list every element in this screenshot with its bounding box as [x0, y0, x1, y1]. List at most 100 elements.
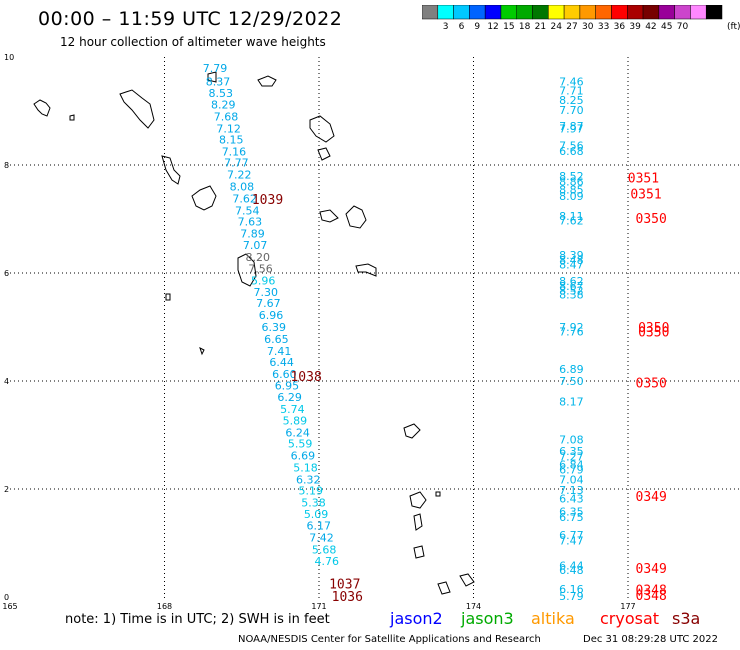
swh-value: 8.67 [559, 280, 584, 293]
swh-value: 6.75 [559, 511, 584, 524]
swh-value: 7.87 [559, 120, 584, 133]
swh-value: 6.35 [559, 506, 584, 519]
pass-time: 0350 [636, 212, 667, 227]
swh-value: 7.41 [267, 345, 292, 358]
legend-tick-label: 30 [582, 22, 594, 32]
swh-value: 5.38 [301, 497, 326, 510]
legend-tick-label: 12 [487, 22, 499, 32]
pass-time: 1038 [290, 370, 321, 385]
legend-tick-label: 21 [534, 22, 547, 32]
swh-value: 6.39 [261, 321, 286, 334]
mission-altika: altika [531, 609, 575, 628]
swh-value: 8.09 [559, 190, 584, 203]
swh-value: 8.15 [219, 134, 244, 147]
swh-value: 8.52 [559, 170, 584, 183]
swh-value: 8.85 [559, 183, 584, 196]
swh-value: 8.20 [246, 251, 271, 264]
pass-time: 0351 [628, 172, 659, 187]
swh-value: 7.62 [559, 215, 584, 228]
pass-time: 0350 [638, 321, 669, 336]
swh-value: 8.53 [208, 87, 233, 100]
swh-value: 7.63 [238, 216, 263, 229]
swh-value: 5.19 [299, 485, 324, 498]
swh-value: 5.96 [251, 275, 276, 288]
swh-value: 7.68 [214, 110, 239, 123]
island [309, 115, 335, 143]
legend-tick-label: 42 [645, 22, 657, 32]
swh-value: 6.96 [259, 309, 284, 322]
pass-time: 1036 [332, 590, 363, 605]
altimeter-tracks: 7.798.378.538.297.687.128.157.167.777.22… [203, 62, 584, 603]
island [403, 423, 421, 439]
pass-time: 0350 [636, 377, 667, 392]
legend-tick-label: 39 [629, 22, 641, 32]
swh-value: 5.89 [283, 414, 308, 427]
swh-value: 8.08 [230, 181, 255, 194]
swh-value: 7.56 [559, 140, 584, 153]
pass-time: 1037 [329, 578, 360, 593]
swh-value: 6.24 [285, 426, 310, 439]
swh-value: 4.76 [314, 555, 339, 568]
swh-value: 7.70 [559, 104, 584, 117]
island [33, 99, 51, 117]
lat-tick-label: 2 [4, 485, 9, 494]
swh-value: 7.16 [222, 146, 247, 159]
swh-value: 8.62 [559, 275, 584, 288]
swh-value: 6.48 [559, 564, 584, 577]
swh-value: 8.29 [211, 99, 236, 112]
swh-value: 8.52 [559, 284, 584, 297]
swh-value: 5.59 [288, 438, 313, 451]
island-outlines [33, 71, 475, 595]
map-grid [10, 57, 740, 600]
mission-jason3: jason3 [461, 609, 514, 628]
swh-value: 6.79 [559, 464, 584, 477]
swh-value: 7.08 [559, 433, 584, 446]
swh-value: 6.16 [559, 583, 584, 596]
swh-value: 8.17 [559, 396, 584, 409]
footer-note: note: 1) Time is in UTC; 2) SWH is in fe… [65, 612, 330, 627]
lat-tick-label: 8 [4, 161, 9, 170]
swh-value: 8.48 [559, 254, 584, 267]
map-axes: 165 168 171 174 177 0 2 4 6 8 10 [2, 53, 635, 611]
swh-value: 5.79 [559, 590, 584, 603]
island [119, 89, 155, 129]
swh-value: 8.25 [559, 94, 584, 107]
legend-tick-label: 9 [474, 22, 481, 32]
swh-value: 7.77 [224, 156, 249, 169]
mission-s3a: s3a [672, 609, 701, 628]
swh-value: 7.22 [227, 169, 252, 182]
swh-value: 7.47 [559, 534, 584, 547]
swh-value: 7.62 [232, 192, 257, 205]
pass-time: 0350 [638, 325, 669, 340]
island [413, 545, 425, 559]
legend-tick-label: 33 [597, 22, 610, 32]
lon-tick-label: 174 [466, 602, 481, 611]
credit-line: NOAA/NESDIS Center for Satellite Applica… [238, 634, 541, 645]
swh-value: 8.86 [559, 176, 584, 189]
swh-value: 5.09 [304, 508, 329, 521]
legend-tick-label: 3 [442, 22, 449, 32]
island [409, 491, 427, 509]
island [459, 573, 475, 587]
lat-tick-label: 10 [4, 53, 14, 62]
pass-time: 0348 [636, 589, 667, 604]
legend-tick-label: 70 [676, 22, 689, 32]
swh-value: 6.65 [264, 333, 289, 346]
swh-value: 7.71 [559, 84, 584, 97]
island [257, 75, 277, 87]
swh-value: 7.54 [235, 204, 260, 217]
lat-tick-label: 6 [4, 269, 9, 278]
lat-tick-label: 4 [4, 377, 9, 386]
pass-time: 0349 [636, 562, 667, 577]
swh-value: 7.76 [559, 325, 584, 338]
swh-value: 7.30 [254, 286, 279, 299]
swh-value: 7.13 [559, 484, 584, 497]
lon-tick-label: 165 [2, 602, 17, 611]
swh-value: 7.89 [240, 228, 265, 241]
swh-value: 6.89 [559, 363, 584, 376]
swh-value: 5.68 [312, 543, 337, 556]
swh-value: 8.47 [559, 258, 584, 271]
lon-tick-label: 171 [311, 602, 326, 611]
island [437, 581, 451, 595]
